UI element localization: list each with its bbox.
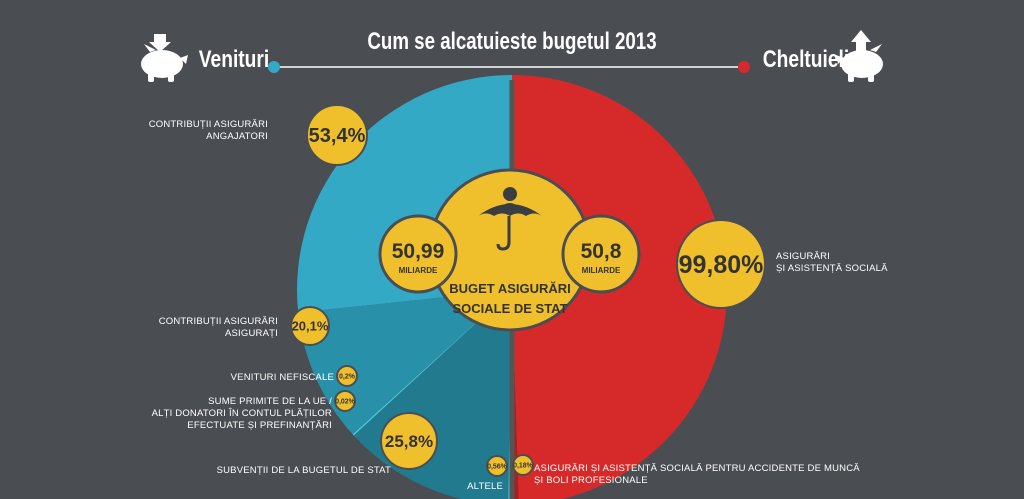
venituri-total-unit: MILIARDE [399,266,438,275]
venituri-value-bubble-2 [336,365,358,387]
venituri-slice-label-5: ALTELE [467,481,503,492]
venituri-slice-label-2: VENITURI NEFISCALE [230,372,334,383]
cheltuieli-slice-label-0: ASIGURĂRI ȘI ASISTENȚĂ SOCIALĂ PENTRU AC… [534,463,860,486]
piggy-bank-withdraw-icon [836,30,883,82]
cheltuieli-value-label-0: 0,18% [513,463,534,470]
cheltuieli-total-unit: MILIARDE [582,266,621,275]
venituri-total-bubble [378,214,458,294]
venituri-value-bubble-1 [290,306,330,346]
venituri-value-bubble-5 [486,455,508,477]
venituri-slice-label-0: CONTRIBUȚII ASIGURĂRI ANGAJATORI [148,119,268,142]
center-title-line1: BUGET ASIGURĂRI [449,281,571,296]
center-title-line2: SOCIALE DE STAT [452,301,567,316]
cheltuieli-value-bubble-1 [676,219,766,309]
venituri-value-label-3: 0,02% [335,399,356,406]
cheltuieli-header: Cheltuieli [762,46,850,73]
venituri-value-bubble-4 [380,412,438,470]
venituri-total-value: 50,99 [392,240,445,263]
venituri-value-label-2: 0,2% [339,374,356,381]
cheltuieli-slice-label-1: ASIGURĂRI ȘI ASISTENȚĂ SOCIALĂ [776,251,888,274]
venituri-header: Venituri [198,46,270,73]
venituri-value-label-4: 25,8% [385,432,433,451]
piggy-bank-deposit-icon [141,34,188,82]
cheltuieli-dot [738,61,750,73]
venituri-slice-label-4: SUBVENȚII DE LA BUGETUL DE STAT [216,465,391,476]
cheltuieli-value-bubble-0 [512,454,534,476]
venituri-value-bubble-0 [306,104,368,166]
umbrella-person-icon [478,187,542,251]
venituri-slice-label-1: CONTRIBUȚII ASIGURĂRI ASIGURAȚI [158,316,278,339]
venituri-value-label-1: 20,1% [292,319,329,334]
slice-value-bubbles: 53,4% 20,1% 0,2% 0,02% 25,8% 0,56% 0,18% 99,80% [290,104,766,477]
venituri-value-label-0: 53,4% [309,125,366,147]
cheltuieli-total-value: 50,8 [581,240,622,263]
venituri-slice-label-3: SUME PRIMITE DE LA UE / ALȚI DONATORI ÎN … [151,396,332,431]
cheltuieli-total-bubble [561,214,641,294]
venituri-value-bubble-3 [334,390,356,412]
venituri-slice-2 [352,290,512,437]
cheltuieli-value-label-1: 99,80% [679,251,764,279]
venituri-value-label-5: 0,56% [487,464,508,471]
chart-title: Cum se alcatuieste bugetul 2013 [367,28,657,55]
venituri-dot [268,61,280,73]
